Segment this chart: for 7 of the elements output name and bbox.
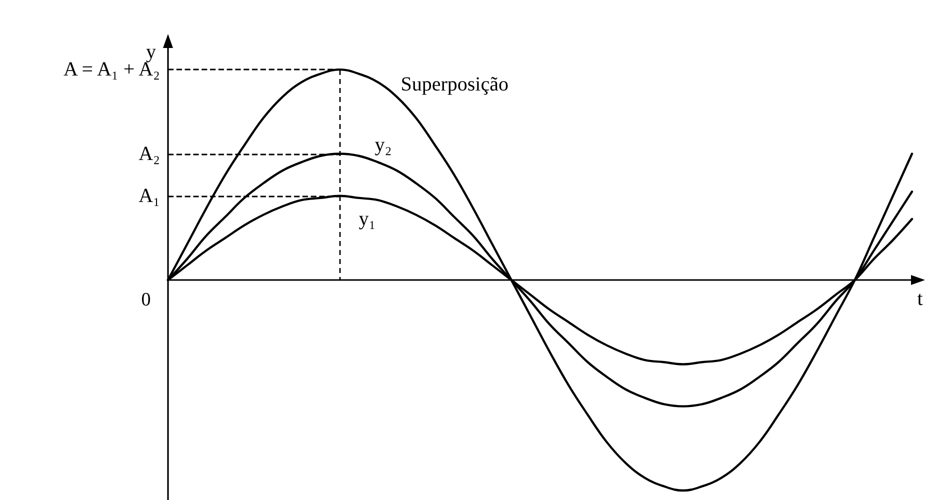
series-label: y₂ [374,134,392,156]
text: 0 [141,290,151,311]
ref-line-label: A₁ [138,184,160,207]
series-label: y₁ [358,208,376,230]
x-axis-title: t [917,288,924,310]
ref-line-label: A₂ [138,142,160,165]
series-label: Superposição [400,74,508,96]
